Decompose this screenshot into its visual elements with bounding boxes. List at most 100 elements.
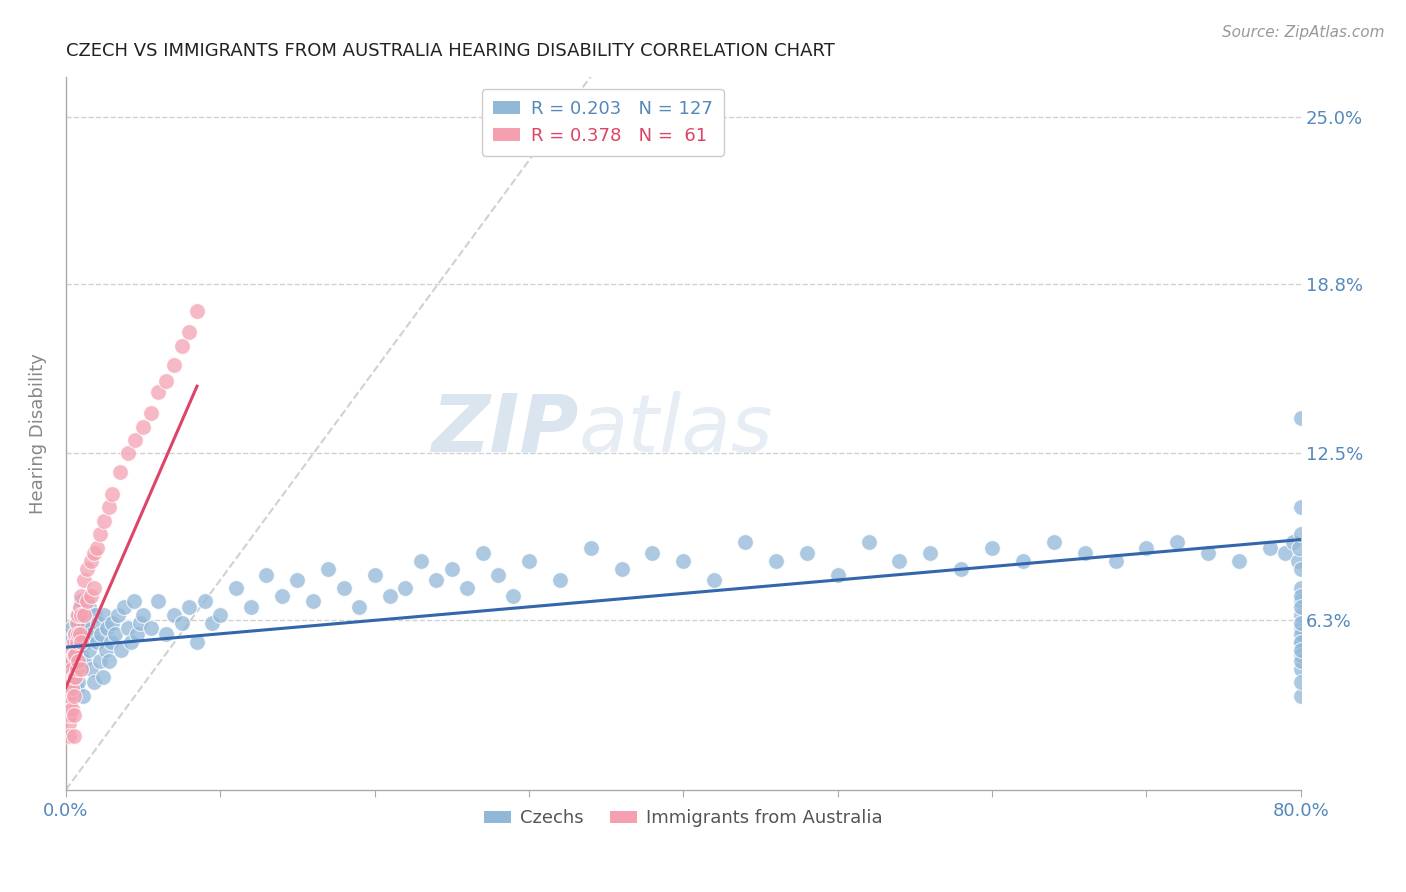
Point <box>75 635 97 649</box>
Point <box>548 573 571 587</box>
Point <box>60 681 83 695</box>
Point <box>1227 554 1250 568</box>
Point <box>1289 594 1312 608</box>
Point <box>186 303 208 318</box>
Point <box>440 562 463 576</box>
Point <box>225 581 247 595</box>
Point <box>65 607 87 622</box>
Point <box>1289 581 1312 595</box>
Point <box>1274 546 1296 560</box>
Point <box>70 607 93 622</box>
Point <box>170 339 193 353</box>
Point <box>62 729 84 743</box>
Point <box>65 635 87 649</box>
Point <box>1135 541 1157 555</box>
Point <box>62 670 84 684</box>
Point <box>139 406 162 420</box>
Point <box>90 627 112 641</box>
Text: CZECH VS IMMIGRANTS FROM AUSTRALIA HEARING DISABILITY CORRELATION CHART: CZECH VS IMMIGRANTS FROM AUSTRALIA HEARI… <box>66 42 835 60</box>
Point <box>117 621 139 635</box>
Point <box>62 643 84 657</box>
Point <box>73 573 96 587</box>
Point <box>98 500 121 515</box>
Point <box>63 670 86 684</box>
Point <box>1042 535 1064 549</box>
Point <box>79 589 101 603</box>
Point <box>60 621 83 635</box>
Point <box>120 635 142 649</box>
Point <box>734 535 756 549</box>
Point <box>1289 648 1312 663</box>
Point <box>98 654 121 668</box>
Point <box>1197 546 1219 560</box>
Point <box>981 541 1004 555</box>
Point <box>69 599 91 614</box>
Point <box>1289 621 1312 635</box>
Point <box>56 707 79 722</box>
Point <box>70 662 93 676</box>
Point <box>1282 535 1305 549</box>
Point <box>672 554 695 568</box>
Point <box>93 607 115 622</box>
Point <box>100 635 122 649</box>
Point <box>301 594 323 608</box>
Point <box>65 681 87 695</box>
Point <box>394 581 416 595</box>
Point <box>240 599 263 614</box>
Point <box>70 589 93 603</box>
Point <box>1289 500 1312 515</box>
Point <box>87 615 110 630</box>
Point <box>1012 554 1035 568</box>
Point <box>155 374 177 388</box>
Point <box>60 662 83 676</box>
Point <box>1289 589 1312 603</box>
Point <box>69 599 91 614</box>
Point <box>80 627 103 641</box>
Point <box>201 615 224 630</box>
Point <box>1258 541 1281 555</box>
Point <box>148 594 170 608</box>
Point <box>425 573 447 587</box>
Point <box>70 594 93 608</box>
Point <box>56 689 79 703</box>
Y-axis label: Hearing Disability: Hearing Disability <box>30 353 46 514</box>
Point <box>1289 654 1312 668</box>
Point <box>456 581 478 595</box>
Point <box>62 635 84 649</box>
Point <box>65 662 87 676</box>
Text: Source: ZipAtlas.com: Source: ZipAtlas.com <box>1222 25 1385 40</box>
Point <box>83 675 105 690</box>
Point <box>62 662 84 676</box>
Point <box>58 697 80 711</box>
Point <box>86 541 108 555</box>
Point <box>83 581 105 595</box>
Point <box>194 594 217 608</box>
Point <box>703 573 725 587</box>
Point <box>125 627 148 641</box>
Point <box>59 654 82 668</box>
Point <box>148 384 170 399</box>
Point <box>59 707 82 722</box>
Point <box>58 635 80 649</box>
Point <box>73 615 96 630</box>
Point <box>89 527 111 541</box>
Point <box>486 567 509 582</box>
Point <box>1289 662 1312 676</box>
Point <box>62 707 84 722</box>
Point <box>65 615 87 630</box>
Point <box>83 546 105 560</box>
Point <box>94 643 117 657</box>
Point <box>84 607 107 622</box>
Point <box>1288 541 1310 555</box>
Point <box>117 446 139 460</box>
Point <box>155 627 177 641</box>
Point <box>1289 675 1312 690</box>
Point <box>59 654 82 668</box>
Point <box>110 643 132 657</box>
Point <box>108 465 131 479</box>
Point <box>132 419 155 434</box>
Point <box>610 562 633 576</box>
Point <box>1289 643 1312 657</box>
Point <box>1289 527 1312 541</box>
Point <box>502 589 524 603</box>
